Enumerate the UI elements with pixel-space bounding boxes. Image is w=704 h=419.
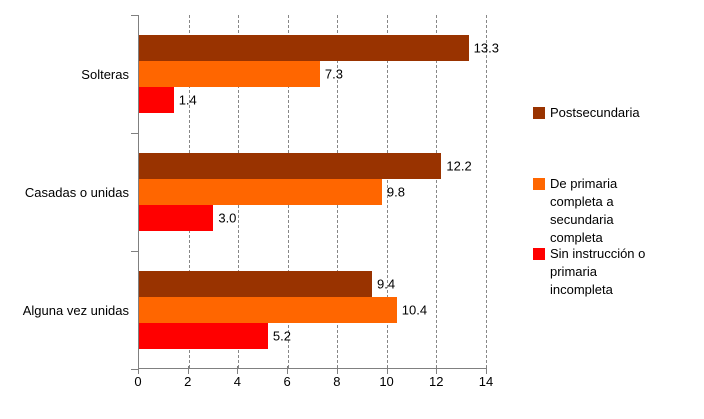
legend-label-postsecundaria: Postsecundaria: [550, 105, 640, 120]
bar-2-3: 10.4: [139, 297, 427, 323]
x-tick-label: 2: [184, 374, 192, 389]
legend-item-primaria-secundaria: De primaria completa a secundaria comple…: [533, 175, 617, 247]
x-tick-mark: [237, 366, 239, 374]
x-tick-mark: [436, 366, 438, 374]
gridline-12: [436, 15, 438, 368]
bar-value-label: 5.2: [272, 328, 291, 344]
x-tick-mark: [138, 366, 139, 374]
x-tick-label: 8: [333, 374, 341, 389]
bar-1-3: 9.4: [139, 271, 395, 297]
x-tick-label: 4: [233, 374, 242, 389]
y-tick-mark: [131, 133, 138, 134]
bar-2-1: 7.3: [139, 61, 343, 87]
legend-item-sin-instruccion: Sin instrucción o primaria incompleta: [533, 245, 645, 299]
bar-value-label: 9.8: [386, 184, 405, 200]
bar-value-label: 3.0: [218, 210, 237, 226]
bar-1-2: 12.2: [139, 153, 472, 179]
legend-item-postsecundaria: Postsecundaria: [533, 104, 640, 122]
x-tick-label: 6: [283, 374, 291, 389]
x-tick-label: 12: [429, 374, 444, 389]
legend-label-primaria-secundaria: De primaria completa a secundaria comple…: [550, 176, 618, 245]
legend-swatch-primaria-secundaria: [533, 178, 545, 190]
bar-3-2: 3.0: [139, 205, 236, 231]
bar-value-label: 9.4: [376, 276, 396, 292]
bar-value-label: 13.3: [473, 40, 499, 56]
x-tick-mark: [336, 366, 338, 374]
x-tick-mark: [287, 366, 289, 374]
category-label: Alguna vez unidas: [22, 302, 129, 318]
legend-swatch-sin-instruccion: [533, 248, 545, 260]
legend-swatch-postsecundaria: [533, 107, 545, 119]
x-tick-label: 0: [134, 374, 142, 389]
y-tick-mark: [131, 15, 138, 16]
y-tick-mark: [131, 251, 138, 252]
plot-area: 13.3 7.3 1.4 12.2 9.8 3.0 9.4 10.4 5.2: [138, 15, 499, 369]
x-tick-mark: [486, 366, 487, 374]
bar-1-1: 13.3: [139, 35, 499, 61]
y-tick-mark: [131, 369, 138, 370]
x-tick-mark: [386, 366, 388, 374]
category-label: Solteras: [81, 66, 129, 82]
category-label: Casadas o unidas: [24, 184, 129, 200]
bar-3-3: 5.2: [139, 323, 291, 349]
bar-value-label: 7.3: [324, 66, 343, 82]
x-tick-label: 10: [379, 374, 394, 389]
x-tick-label: 14: [478, 374, 494, 389]
gridline-14: [486, 15, 487, 368]
bar-2-2: 9.8: [139, 179, 405, 205]
bar-value-label: 10.4: [401, 302, 428, 318]
x-tick-mark: [187, 366, 189, 374]
legend-label-sin-instruccion: Sin instrucción o primaria incompleta: [550, 246, 646, 297]
bar-3-1: 1.4: [139, 87, 197, 113]
gridline-10: [386, 15, 388, 368]
bar-value-label: 12.2: [446, 158, 472, 174]
bar-value-label: 1.4: [178, 92, 197, 108]
